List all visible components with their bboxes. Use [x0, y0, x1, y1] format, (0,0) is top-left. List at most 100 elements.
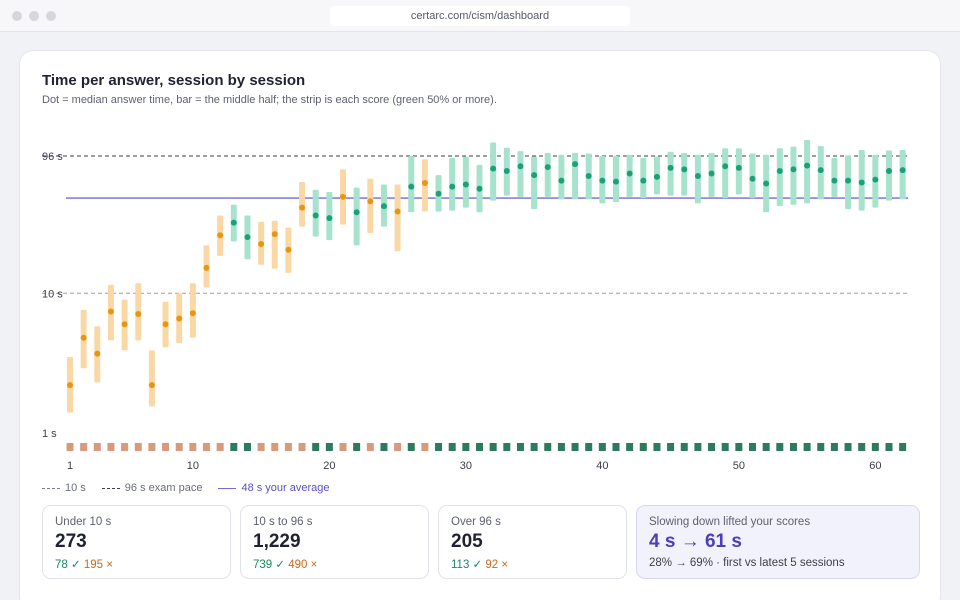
score-strip-cell: [230, 443, 238, 451]
score-strip-cell: [203, 443, 210, 451]
score-strip-cell: [121, 443, 129, 451]
median-dot: [94, 350, 101, 357]
median-dot: [176, 315, 183, 322]
score-strip-cell: [639, 443, 647, 451]
median-dot: [258, 241, 265, 248]
score-strip-cell: [680, 443, 688, 451]
browser-chrome: certarc.com/cism/dashboard: [0, 0, 960, 32]
median-dot: [626, 170, 633, 177]
iqr-bar: [394, 184, 401, 252]
iqr-bar: [804, 139, 811, 204]
median-dot: [831, 177, 838, 184]
median-dot: [80, 334, 87, 341]
median-dot: [708, 170, 715, 177]
score-strip-cell: [871, 443, 879, 451]
stat-label: Under 10 s: [55, 516, 112, 528]
window-minimize-dot[interactable]: [29, 11, 39, 21]
score-strip-cell: [476, 443, 483, 451]
median-dot: [531, 172, 538, 179]
median-dot: [558, 177, 565, 184]
insight-detail: 28% → 69% · first vs latest 5 sessions: [649, 557, 845, 569]
score-strip-cell: [817, 443, 825, 451]
median-dot: [421, 180, 428, 187]
median-dot: [763, 180, 770, 187]
legend-swatch-pace: [101, 487, 120, 489]
score-strip-cell: [571, 443, 579, 451]
score-strip-cell: [462, 443, 470, 451]
x-tick-label: 1: [67, 460, 73, 471]
median-dot: [749, 175, 756, 182]
stat-wrong-count: 92 ×: [485, 559, 509, 571]
median-dot: [162, 321, 169, 328]
stat-wrong-count: 490 ×: [288, 559, 318, 571]
score-strip-cell: [257, 443, 265, 451]
score-strip-cell: [694, 443, 702, 451]
score-strip-cell: [557, 443, 565, 451]
legend-swatch-average: [218, 487, 237, 489]
stat-value: 273: [55, 531, 87, 552]
median-dot: [435, 190, 442, 197]
score-strip-cell: [667, 443, 675, 451]
score-strip-cell: [844, 443, 852, 451]
median-dot: [681, 166, 688, 173]
iqr-bar: [544, 152, 551, 197]
iqr-bar: [886, 150, 892, 201]
stat-correct-count: 113 ✓: [451, 559, 483, 571]
x-tick-label: 30: [460, 460, 472, 471]
median-dot: [244, 234, 251, 241]
stat-wrong-count: 195 ×: [83, 559, 113, 571]
median-dot: [845, 177, 852, 184]
window-zoom-dot[interactable]: [46, 11, 56, 21]
median-dot: [804, 162, 811, 169]
iqr-bar: [899, 149, 906, 200]
score-strip-cell: [721, 443, 729, 451]
median-dot: [107, 308, 114, 315]
score-strip-cell: [735, 443, 743, 451]
median-dot: [790, 166, 797, 173]
iqr-bar: [572, 152, 579, 200]
score-strip-cell: [585, 443, 593, 451]
median-dot: [271, 231, 278, 238]
score-strip-cell: [216, 443, 224, 451]
score-strip-cell: [107, 443, 115, 451]
score-strip-cell: [421, 443, 429, 451]
median-dot: [886, 167, 892, 174]
score-strip-cell: [749, 443, 756, 451]
stat-card-over-96s: Over 96 s 205 113 ✓ 92 ×: [438, 505, 627, 579]
score-strip-cell: [653, 443, 661, 451]
window-close-dot[interactable]: [12, 11, 22, 21]
median-dot: [503, 167, 510, 174]
median-dot: [735, 164, 742, 171]
score-strip-cell: [776, 443, 784, 451]
chart-card: Time per answer, session by session Dot …: [19, 50, 941, 600]
score-strip-cell: [762, 443, 770, 451]
score-strip-cell: [516, 443, 524, 451]
score-strip-cell: [503, 443, 511, 451]
median-dot: [858, 179, 865, 186]
stat-breakdown: 78 ✓ 195 ×: [55, 557, 218, 571]
median-dot: [640, 177, 647, 184]
x-tick-label: 60: [869, 460, 881, 471]
iqr-bar: [790, 146, 797, 205]
x-tick-label: 10: [187, 460, 199, 471]
x-tick-label: 50: [733, 460, 745, 471]
score-strip-cell: [598, 443, 606, 451]
legend-item-average: 48 s your average: [218, 482, 330, 494]
iqr-bar: [367, 178, 374, 233]
stat-value: 205: [451, 531, 483, 552]
score-strip-cell: [435, 443, 443, 451]
median-dot: [776, 167, 783, 174]
median-dot: [476, 185, 483, 192]
score-strip-cell: [448, 443, 456, 451]
score-strip-cell: [489, 443, 497, 451]
median-dot: [203, 264, 210, 271]
address-bar[interactable]: certarc.com/cism/dashboard: [330, 6, 630, 26]
y-tick-label: 1 s: [42, 428, 57, 440]
score-strip-cell: [612, 443, 620, 451]
median-dot: [340, 193, 346, 200]
legend-item-ten: 10 s: [42, 482, 86, 494]
score-strip-cell: [858, 443, 866, 451]
stat-correct-count: 78 ✓: [55, 559, 81, 571]
iqr-bar: [299, 182, 306, 227]
iqr-bar: [517, 151, 524, 197]
